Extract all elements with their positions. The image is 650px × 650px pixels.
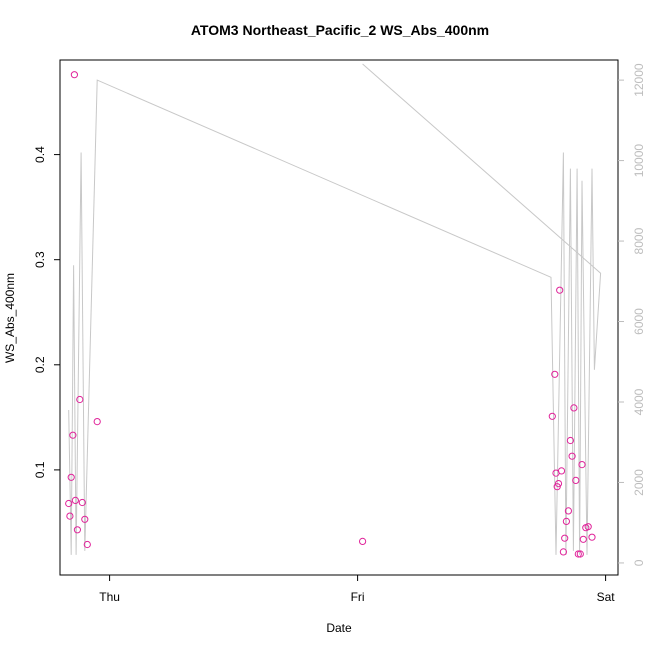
data-point — [566, 436, 575, 445]
data-point — [561, 534, 569, 542]
chart-title: ATOM3 Northeast_Pacific_2 WS_Abs_400nm — [191, 22, 489, 38]
y2-tick-label: 2000 — [632, 469, 646, 496]
y2-tick-label: 12000 — [632, 63, 646, 97]
y2-tick-label: 10000 — [632, 144, 646, 178]
data-point — [554, 480, 563, 488]
secondary-line-series — [68, 63, 602, 555]
x-tick-label: Fri — [351, 590, 365, 604]
data-point — [73, 526, 82, 534]
data-point — [559, 548, 568, 556]
y2-tick-label: 6000 — [632, 308, 646, 335]
y2-tick-label: 4000 — [632, 388, 646, 415]
data-point — [574, 550, 582, 558]
data-point — [570, 404, 578, 412]
data-point — [78, 498, 86, 507]
secondary-line — [68, 63, 602, 555]
data-point — [70, 71, 79, 79]
data-point — [81, 515, 89, 523]
data-point — [556, 286, 564, 294]
y-tick-label: 0.2 — [33, 356, 47, 373]
x-tick-label: Sat — [597, 590, 616, 604]
y2-tick-label: 0 — [632, 559, 646, 566]
data-point — [576, 550, 584, 558]
y-axis-label: WS_Abs_400nm — [3, 273, 17, 363]
data-point — [579, 535, 587, 543]
y-tick-label: 0.4 — [33, 146, 47, 163]
data-point — [67, 473, 75, 481]
data-point — [551, 370, 559, 378]
y2-axis: 0 2000 4000 6000 8000 10000 12000 — [618, 63, 646, 566]
data-point — [564, 507, 573, 515]
data-point — [71, 496, 80, 504]
data-point — [76, 395, 84, 404]
data-point — [65, 499, 73, 508]
y-tick-label: 0.1 — [33, 461, 47, 478]
data-point — [83, 540, 91, 549]
y2-tick-label: 8000 — [632, 227, 646, 254]
data-point — [548, 412, 556, 420]
scatter-series — [65, 71, 596, 558]
x-tick-label: Thu — [99, 590, 120, 604]
data-point — [562, 517, 571, 526]
y-tick-label: 0.3 — [33, 251, 47, 268]
data-point — [66, 512, 74, 520]
x-axis: Thu Fri Sat — [99, 575, 615, 604]
y-axis: 0.1 0.2 0.3 0.4 — [33, 146, 60, 478]
data-point — [69, 431, 77, 439]
data-point — [578, 461, 586, 469]
data-point — [359, 537, 367, 546]
data-point — [93, 418, 101, 426]
data-point — [584, 523, 592, 531]
plot-frame — [59, 59, 619, 576]
data-point — [588, 533, 596, 541]
data-point — [568, 452, 576, 460]
x-axis-label: Date — [326, 621, 352, 635]
data-point — [572, 476, 580, 484]
data-point — [557, 467, 566, 475]
